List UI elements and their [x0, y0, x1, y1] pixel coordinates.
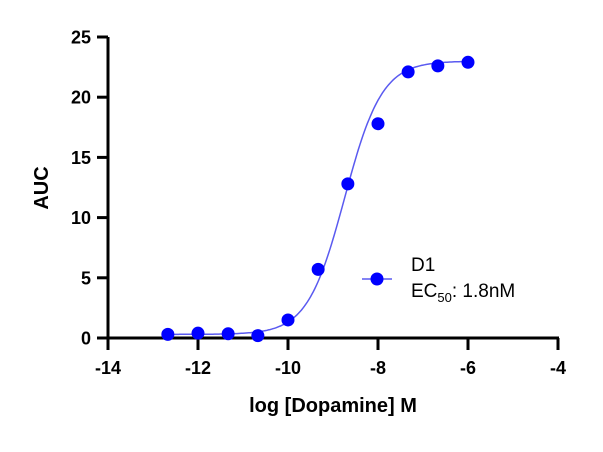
y-tick-label: 25 [71, 28, 91, 48]
y-ticks: 0 5 10 15 20 25 [71, 28, 108, 349]
x-tick-label: -14 [95, 358, 121, 378]
axes: 0 5 10 15 20 25 -14 -12 -10 -8 -6 -4 [71, 28, 566, 379]
y-tick-label: 10 [71, 208, 91, 228]
y-tick-label: 0 [81, 329, 91, 349]
data-point [311, 262, 325, 276]
legend-series-name: D1 [411, 255, 435, 276]
x-tick-label: -4 [550, 358, 566, 378]
y-axis-title: AUC [31, 166, 53, 209]
data-point [221, 327, 235, 341]
data-point [431, 59, 445, 73]
y-tick-label: 15 [71, 148, 91, 168]
data-point [281, 313, 295, 327]
legend-ec50: EC50: 1.8nM [411, 281, 515, 305]
y-tick-label: 20 [71, 88, 91, 108]
legend: D1 EC50: 1.8nM [362, 255, 515, 305]
data-point [161, 327, 175, 341]
legend-marker-icon [370, 272, 384, 286]
x-tick-label: -10 [275, 358, 301, 378]
fit-curve [167, 60, 469, 336]
x-ticks: -14 -12 -10 -8 -6 -4 [95, 338, 566, 378]
data-point [191, 326, 205, 340]
x-axis-title: log [Dopamine] M [249, 395, 417, 417]
data-points [161, 55, 475, 343]
data-point [371, 117, 385, 131]
x-tick-label: -12 [185, 358, 211, 378]
y-tick-label: 5 [81, 268, 91, 288]
x-tick-label: -6 [460, 358, 476, 378]
data-point [401, 65, 415, 79]
data-point [461, 55, 475, 69]
x-tick-label: -8 [370, 358, 386, 378]
data-point [341, 177, 355, 191]
data-point [251, 329, 265, 343]
